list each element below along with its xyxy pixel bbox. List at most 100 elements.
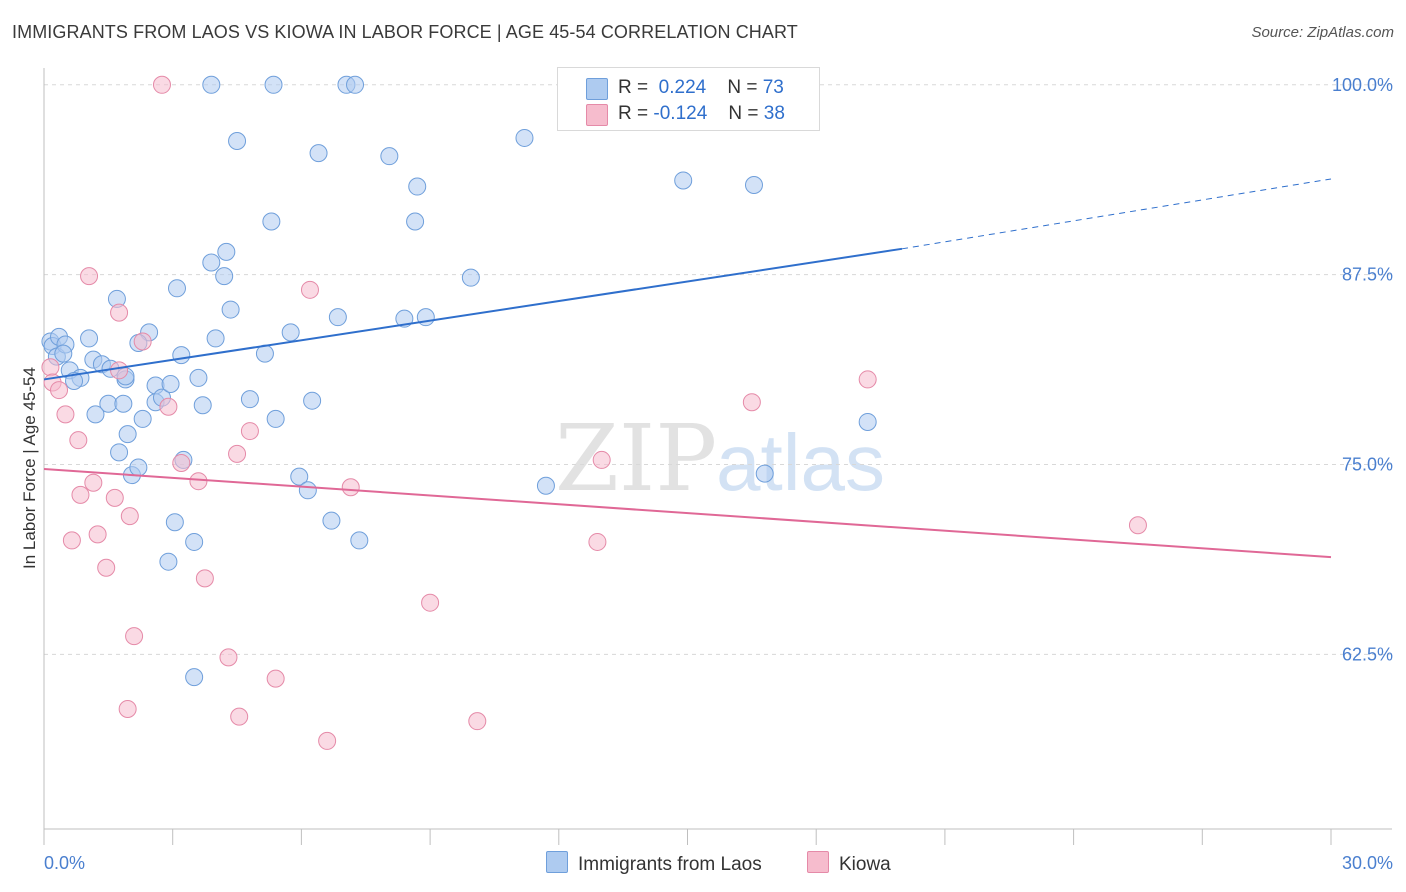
kiowa-point-31 [468,712,487,731]
laos-point-47 [290,467,309,486]
chart-title: IMMIGRANTS FROM LAOS VS KIOWA IN LABOR F… [12,22,798,42]
laos-point-70 [185,668,204,687]
laos-point-27 [161,374,180,393]
kiowa-point-3 [56,405,75,424]
kiowa-point-28 [318,731,337,750]
legend-n-value-kiowa: 38 [763,103,785,124]
kiowa-point-2 [50,381,69,400]
kiowa-point-20 [189,472,208,491]
kiowa-point-0 [41,358,60,377]
kiowa-point-15 [133,332,152,351]
gridlines [44,84,1392,655]
kiowa-point-32 [588,532,607,551]
kiowa-point-27 [300,280,319,299]
laos-point-33 [185,532,204,551]
laos-point-63 [744,176,763,195]
y-tick-label-1: 75.0% [1342,454,1393,474]
laos-point-13 [86,405,105,424]
kiowa-point-25 [240,422,259,441]
legend-r-value-kiowa: -0.124 [653,103,708,124]
laos-point-31 [165,513,184,532]
laos-point-45 [266,409,285,428]
axes [43,68,1392,845]
laos-point-36 [206,329,225,348]
trend-line-kiowa [43,468,1332,559]
laos-point-56 [406,212,425,231]
correlation-legend: R = 0.224 N = 73 R = -0.124 N = 38 [557,67,820,131]
laos-point-66 [202,75,221,94]
legend-r-value-laos: 0.224 [658,77,707,98]
y-tick-label-2: 87.5% [1342,265,1393,285]
bottom-legend-swatch-laos [546,851,568,873]
laos-point-53 [350,531,369,550]
kiowa-point-21 [195,569,214,588]
laos-point-46 [281,323,300,342]
trend-line-laos-extension [901,178,1332,250]
x-tick-label-0: 0.0% [44,853,85,873]
legend-swatch-laos [586,78,608,100]
laos-point-18 [110,443,129,462]
watermark-atlas: atlas [716,418,885,507]
laos-point-40 [221,300,240,319]
kiowa-point-37 [152,75,171,94]
kiowa-point-22 [219,648,238,667]
kiowa-point-17 [172,453,191,472]
bottom-legend-swatch-kiowa [807,851,829,873]
source-label: Source: ZipAtlas.com [1251,24,1394,41]
laos-point-41 [228,131,247,150]
laos-point-16 [114,394,133,413]
laos-point-28 [167,279,186,298]
bottom-legend-laos: Immigrants from Laos [546,851,762,876]
watermark: ZIP atlas [555,405,885,512]
kiowa-point-13 [80,267,99,286]
kiowa-point-6 [84,473,103,492]
bottom-legend-label-laos: Immigrants from Laos [578,854,762,875]
laos-point-65 [858,412,877,431]
legend-r-label: R = [618,103,649,124]
x-tick-labels: 0.0% 30.0% [44,853,1393,873]
y-tick-label-0: 62.5% [1342,644,1393,664]
laos-point-52 [328,308,347,327]
laos-point-44 [262,212,281,231]
laos-point-72 [65,371,84,390]
kiowa-point-10 [105,488,124,507]
laos-point-57 [408,177,427,196]
laos-point-38 [217,242,236,261]
y-axis-label: In Labor Force | Age 45-54 [20,367,39,569]
kiowa-point-12 [110,303,129,322]
laos-point-8 [80,329,99,348]
kiowa-point-5 [71,485,90,504]
laos-point-49 [303,391,322,410]
kiowa-point-11 [110,361,129,380]
laos-point-21 [133,409,152,428]
laos-point-5 [54,344,73,363]
series-immigrants-from-laos [41,75,877,687]
laos-point-67 [264,75,283,94]
kiowa-point-7 [88,525,107,544]
kiowa-point-33 [592,450,611,469]
laos-point-20 [129,458,148,477]
laos-point-62 [674,171,693,190]
kiowa-point-30 [421,593,440,612]
laos-point-39 [215,267,234,286]
laos-point-61 [536,476,555,495]
series-kiowa [41,75,1147,750]
laos-point-60 [515,128,534,147]
watermark-zip: ZIP [555,405,717,512]
legend-n-value-laos: 73 [762,77,784,98]
x-tick-label-1: 30.0% [1342,853,1393,873]
kiowa-point-4 [69,431,88,450]
kiowa-point-35 [858,370,877,389]
kiowa-point-19 [118,700,137,719]
laos-point-17 [118,425,137,444]
kiowa-point-34 [742,393,761,412]
laos-point-50 [309,144,328,163]
laos-point-37 [202,253,221,272]
kiowa-point-26 [266,669,285,688]
kiowa-point-36 [1128,516,1147,535]
kiowa-point-14 [120,507,139,526]
kiowa-point-16 [159,397,178,416]
laos-point-35 [193,396,212,415]
legend-n-label: N = [728,103,759,124]
